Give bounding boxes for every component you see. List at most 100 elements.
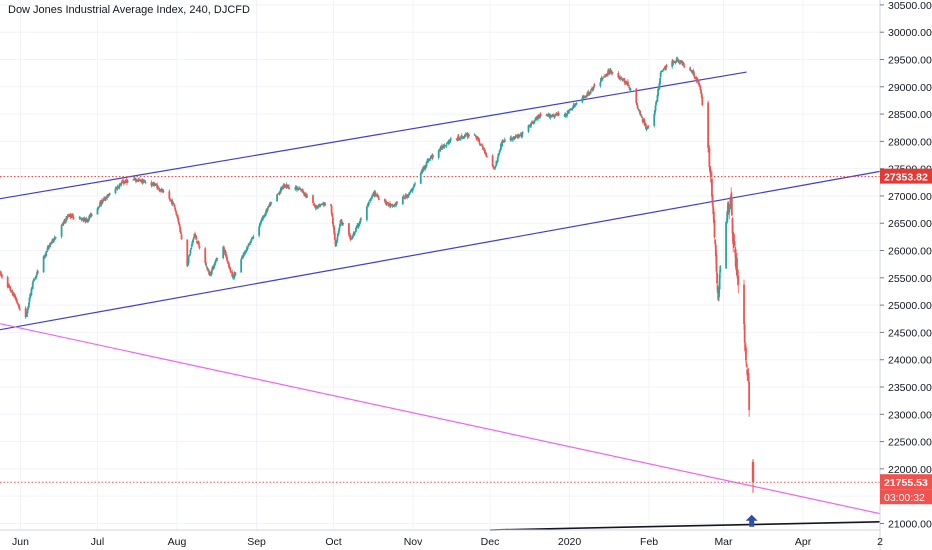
candle-body [214, 260, 217, 264]
y-tick-label: 28500.00 [888, 109, 932, 121]
candle-body [70, 214, 73, 217]
candle-body [591, 88, 593, 90]
candle-body [396, 201, 398, 204]
candle-body [99, 202, 101, 207]
candle-body [744, 345, 747, 350]
candle-body [355, 227, 357, 232]
candle-body [168, 191, 171, 199]
candle-body [193, 234, 196, 238]
candle-body [188, 255, 191, 257]
candle-body [178, 224, 181, 227]
candle-body [719, 266, 722, 273]
candle-body [478, 142, 481, 145]
candle-body [498, 150, 501, 153]
candle-body [708, 147, 711, 168]
candle-body [402, 196, 405, 198]
candle-body [689, 67, 692, 71]
y-tick-label: 22000.00 [888, 464, 932, 476]
candle-body [734, 249, 737, 267]
candle-body [617, 72, 620, 78]
candle-body [483, 150, 486, 154]
candle-body [215, 259, 218, 262]
candle-body [532, 121, 534, 123]
candle-body [117, 186, 119, 188]
candle-body [672, 61, 675, 64]
candle-body [162, 190, 164, 192]
candle-body [348, 223, 350, 235]
candle-body [628, 87, 631, 89]
candle-body [176, 214, 179, 219]
candle-body [599, 82, 602, 86]
candle-body [584, 96, 587, 98]
candle-body [629, 88, 632, 91]
candle-body [71, 213, 74, 216]
candle-body [0, 271, 2, 275]
candle-body [407, 195, 409, 197]
candle-body [450, 138, 452, 140]
candle-body [404, 194, 407, 198]
candle-body [276, 193, 279, 195]
candle-body [712, 206, 715, 214]
y-tick-label: 26500.00 [888, 218, 932, 230]
candle-body [68, 216, 71, 217]
candle-body [585, 95, 588, 97]
candle-body [718, 287, 720, 298]
candle-body [231, 276, 234, 278]
candle-body [732, 239, 735, 242]
candle-body [144, 182, 147, 183]
candle-body [588, 93, 591, 95]
candle-body [270, 202, 273, 203]
candle-body [178, 221, 180, 225]
candle-body [88, 216, 91, 220]
candle-body [228, 266, 231, 269]
candle-body [716, 286, 719, 293]
candle-body [743, 324, 746, 343]
candle-body [340, 219, 343, 221]
candle-body [427, 160, 430, 163]
candle-body [479, 145, 482, 146]
candle-body [353, 232, 356, 235]
candle-body [481, 145, 484, 147]
candle-body [337, 230, 340, 235]
candle-body [485, 152, 488, 157]
candle-body [662, 68, 665, 70]
candle-body [280, 187, 282, 192]
candle-body [582, 96, 585, 98]
candle-body [620, 77, 623, 79]
candle-body [224, 251, 227, 256]
candle-body [72, 215, 75, 219]
candle-body [384, 201, 387, 204]
candle-body [664, 65, 667, 71]
candle-body [639, 110, 642, 115]
candle-body [575, 103, 577, 106]
candle-body [647, 125, 650, 127]
candle-body [368, 200, 371, 202]
candle-body [603, 75, 606, 78]
candle-body [332, 224, 335, 228]
candle-body [215, 259, 218, 260]
candle-body [569, 109, 572, 111]
price-label: 27353.82 [884, 172, 928, 184]
candle-body [142, 181, 145, 183]
x-tick-label: Aug [168, 536, 187, 548]
candle-body [535, 118, 538, 120]
candle-body [575, 103, 578, 104]
candle-body [482, 146, 484, 150]
candle-body [587, 92, 590, 95]
x-tick-label: Apr [795, 536, 812, 548]
candle-body [36, 271, 39, 273]
candle-body [45, 251, 48, 257]
candle-body [319, 205, 321, 207]
candle-body [643, 120, 646, 126]
candle-body [409, 190, 412, 193]
candle-body [65, 218, 67, 222]
candle-body [180, 234, 183, 240]
candle-body [371, 196, 373, 199]
candle-body [297, 189, 300, 190]
candle-body [49, 243, 52, 244]
candle-body [748, 381, 751, 411]
candle-body [339, 223, 341, 227]
candle-body [354, 231, 357, 233]
